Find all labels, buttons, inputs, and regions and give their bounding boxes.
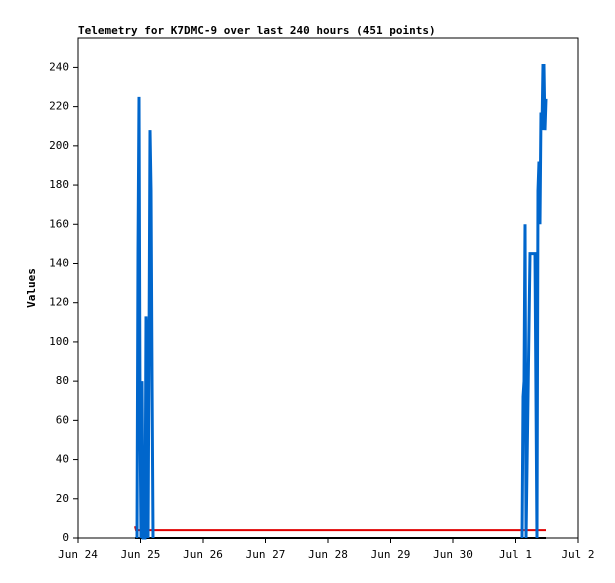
y-tick-label: 0 [62, 531, 69, 544]
y-tick-label: 80 [56, 374, 69, 387]
x-tick-label: Jun 26 [183, 548, 223, 561]
y-tick-label: 60 [56, 413, 69, 426]
y-tick-label: 40 [56, 453, 69, 466]
y-tick-label: 20 [56, 492, 69, 505]
y-tick-label: 180 [49, 178, 69, 191]
x-tick-label: Jun 28 [308, 548, 348, 561]
x-tick-label: Jun 29 [371, 548, 411, 561]
x-tick-label: Jul 1 [499, 548, 532, 561]
series-line [135, 63, 548, 540]
y-axis-label: Values [25, 268, 38, 308]
x-tick-label: Jun 25 [121, 548, 161, 561]
chart-title: Telemetry for K7DMC-9 over last 240 hour… [78, 24, 436, 37]
x-tick-label: Jun 30 [433, 548, 473, 561]
y-tick-label: 200 [49, 139, 69, 152]
y-tick-label: 240 [49, 60, 69, 73]
x-tick-label: Jul 2 [561, 548, 594, 561]
y-tick-label: 100 [49, 335, 69, 348]
y-tick-label: 140 [49, 256, 69, 269]
y-tick-label: 120 [49, 296, 69, 309]
x-tick-label: Jun 27 [246, 548, 286, 561]
y-tick-label: 220 [49, 100, 69, 113]
x-tick-label: Jun 24 [58, 548, 98, 561]
y-tick-label: 160 [49, 217, 69, 230]
series-line [134, 525, 546, 532]
